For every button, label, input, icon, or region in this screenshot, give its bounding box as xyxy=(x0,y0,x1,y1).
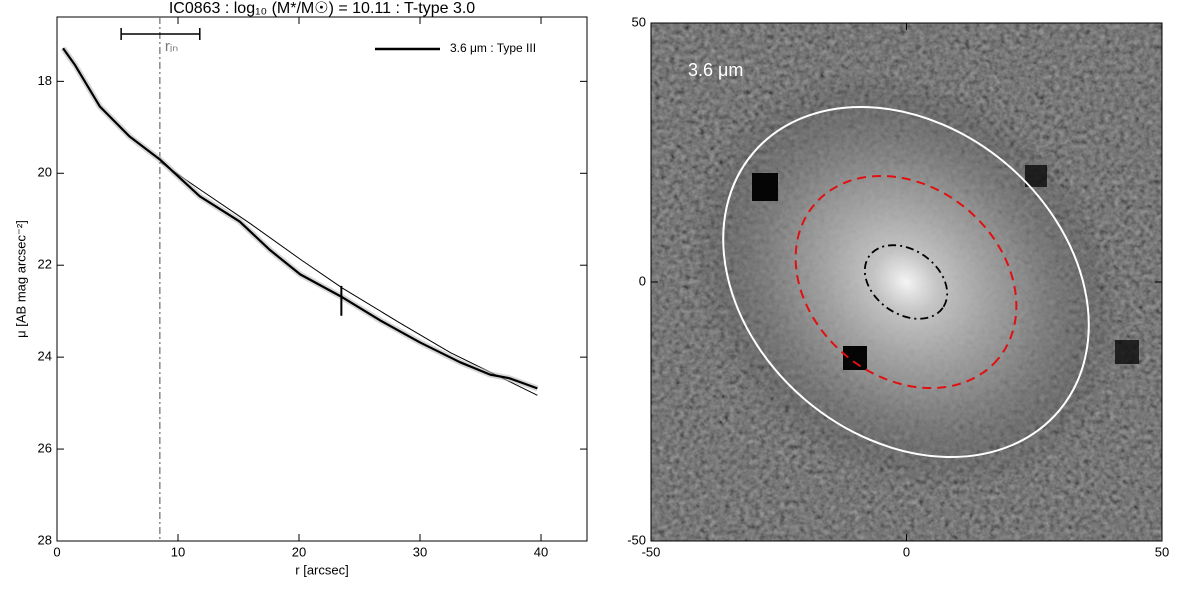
y-tick-label: 0 xyxy=(639,273,646,288)
x-tick-label: 0 xyxy=(53,544,60,559)
y-axis-label: μ [AB mag arcsec⁻²] xyxy=(13,220,28,338)
chart-title: IC0863 : log₁₀ (M*/M☉) = 10.11 : T-type … xyxy=(169,0,475,17)
profile-band xyxy=(60,46,539,392)
x-tick-label: 20 xyxy=(292,544,306,559)
y-tick-label: 18 xyxy=(38,73,52,88)
inner-ellipse xyxy=(863,244,949,320)
x-tick-label: 40 xyxy=(534,544,548,559)
x-tick-label: 10 xyxy=(171,544,185,559)
x-axis-label: r [arcsec] xyxy=(295,562,348,577)
y-tick-label: 26 xyxy=(38,441,52,456)
y-tick-label: 24 xyxy=(38,349,52,364)
y-tick-label: 22 xyxy=(38,257,52,272)
x-tick-label: 30 xyxy=(413,544,427,559)
x-tick-label: -50 xyxy=(642,544,661,559)
x-tick-label: 50 xyxy=(1155,544,1169,559)
r-in-label: rᵢₙ xyxy=(165,38,178,55)
plot-frame xyxy=(56,16,588,542)
outer-ellipse xyxy=(722,105,1090,459)
x-tick-label: 0 xyxy=(903,544,910,559)
y-tick-label: 50 xyxy=(632,14,646,29)
y-tick-label: 20 xyxy=(38,165,52,180)
image xyxy=(651,23,1162,541)
legend-label: 3.6 μm : Type III xyxy=(450,41,536,55)
fit-line xyxy=(159,161,538,396)
plot-frame xyxy=(650,22,1163,542)
y-tick-label: -50 xyxy=(627,532,646,547)
band-label: 3.6 μm xyxy=(688,60,743,80)
profile-line xyxy=(62,47,538,390)
y-tick-label: 28 xyxy=(38,532,52,547)
disk-ellipse xyxy=(794,174,1018,390)
